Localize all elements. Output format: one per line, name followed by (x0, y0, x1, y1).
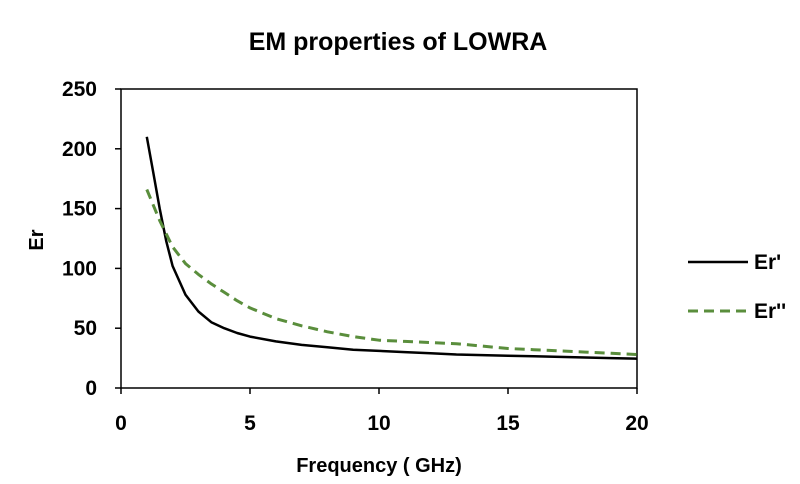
series-layer (145, 136, 638, 360)
y-tick-label: 100 (62, 257, 97, 280)
x-tick-label: 15 (496, 412, 520, 435)
x-axis-ticks: 0 5 10 15 20 (115, 388, 649, 435)
legend: Er' Er'' (688, 251, 786, 323)
x-tick-label: 5 (244, 412, 256, 435)
x-axis-label: Frequency ( GHz) (296, 455, 462, 477)
y-tick-label: 250 (62, 78, 97, 101)
y-tick-label: 0 (85, 377, 97, 400)
y-tick-label: 200 (62, 138, 97, 161)
y-axis-ticks: 0 50 100 150 200 250 (62, 78, 121, 400)
x-tick-label: 20 (625, 412, 648, 435)
series-er-prime-line (145, 136, 638, 360)
legend-label: Er' (754, 251, 781, 274)
y-tick-label: 150 (62, 198, 97, 221)
y-axis-label: Er (26, 229, 48, 250)
y-tick-label: 50 (74, 317, 97, 340)
x-tick-label: 10 (367, 412, 390, 435)
series-er-double-prime-line (145, 188, 638, 356)
legend-label: Er'' (754, 300, 786, 323)
chart-title: EM properties of LOWRA (249, 28, 548, 56)
x-tick-label: 0 (115, 412, 127, 435)
plot-area (120, 88, 638, 389)
plot-border (120, 88, 638, 389)
